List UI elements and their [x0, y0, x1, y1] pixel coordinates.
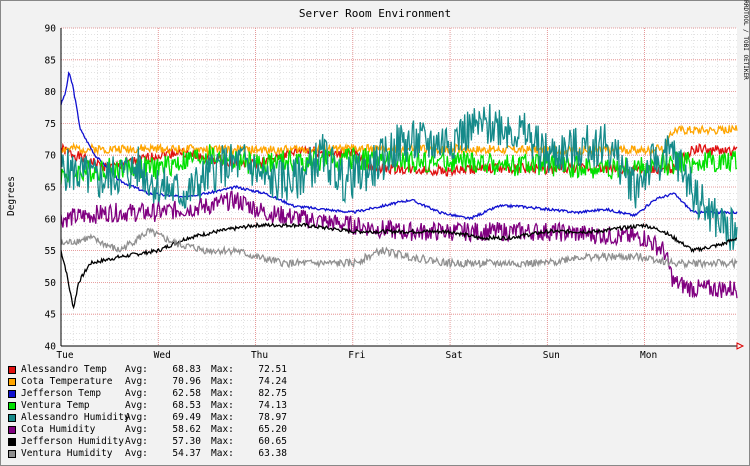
legend-avg-value: 57.30: [172, 436, 201, 447]
legend-swatch: [8, 450, 16, 458]
legend-max-label: Max:: [211, 448, 234, 459]
legend-series-name: Ventura Humidity: [21, 448, 113, 459]
legend-item: Ventura Temp Avg: 68.53 Max: 74.13: [8, 400, 297, 412]
legend-avg-label: Avg:: [125, 364, 148, 375]
y-tick-label: 70: [45, 151, 57, 162]
chart-title: Server Room Environment: [299, 7, 451, 20]
legend-max-value: 60.65: [258, 436, 287, 447]
x-tick-label: Sun: [543, 350, 560, 361]
legend-item: Jefferson Humidity Avg: 57.30 Max: 60.65: [8, 436, 297, 448]
x-tick-label: Sat: [445, 350, 462, 361]
legend-series-name: Jefferson Humidity: [21, 436, 124, 447]
legend-swatch: [8, 390, 16, 398]
y-tick-label: 80: [45, 87, 57, 98]
y-tick-label: 60: [45, 214, 57, 225]
y-tick-label: 40: [45, 342, 57, 353]
series-line: [60, 221, 738, 310]
legend-item: Cota Humidity Avg: 58.62 Max: 65.20: [8, 424, 297, 436]
legend-avg-value: 68.83: [172, 364, 201, 375]
legend-swatch: [8, 414, 16, 422]
legend-max-value: 65.20: [258, 424, 287, 435]
legend-series-name: Cota Humidity: [21, 424, 96, 435]
legend-series-name: Ventura Temp: [21, 400, 90, 411]
series-line: [60, 103, 738, 251]
legend-avg-label: Avg:: [125, 412, 148, 423]
x-axis-arrow: [736, 342, 745, 350]
legend-series-name: Cota Temperature: [21, 376, 113, 387]
series-line: [60, 227, 738, 270]
series-lines: [60, 71, 738, 310]
legend-avg-label: Avg:: [125, 376, 148, 387]
x-tick-label: Mon: [640, 350, 657, 361]
y-tick-label: 85: [45, 55, 56, 66]
legend-max-value: 74.13: [258, 400, 287, 411]
legend-item: Ventura Humidity Avg: 54.37 Max: 63.38: [8, 448, 297, 460]
legend-max-label: Max:: [211, 376, 234, 387]
legend-item: Alessandro Humidity Avg: 69.49 Max: 78.97: [8, 412, 297, 424]
legend-max-value: 82.75: [258, 388, 287, 399]
legend-avg-value: 62.58: [172, 388, 201, 399]
legend-max-label: Max:: [211, 364, 234, 375]
legend-max-value: 63.38: [258, 448, 287, 459]
legend-swatch: [8, 402, 16, 410]
legend-swatch: [8, 366, 16, 374]
legend-avg-value: 68.53: [172, 400, 201, 411]
y-tick-label: 75: [45, 119, 56, 130]
watermark: RRDTOOL / TOBI OETIKER: [742, 0, 749, 80]
legend-series-name: Alessandro Humidity: [21, 412, 130, 423]
series-line: [60, 190, 738, 299]
legend-max-value: 78.97: [258, 412, 287, 423]
y-tick-label: 65: [45, 183, 56, 194]
legend-series-name: Alessandro Temp: [21, 364, 107, 375]
x-tick-label: Tue: [56, 350, 73, 361]
x-tick-label: Thu: [251, 350, 268, 361]
legend-avg-value: 54.37: [172, 448, 201, 459]
legend-avg-label: Avg:: [125, 400, 148, 411]
legend-max-label: Max:: [211, 400, 234, 411]
y-tick-label: 50: [45, 278, 57, 289]
legend-avg-value: 58.62: [172, 424, 201, 435]
legend-avg-value: 70.96: [172, 376, 201, 387]
legend-max-value: 74.24: [258, 376, 287, 387]
legend-max-label: Max:: [211, 436, 234, 447]
y-tick-label: 90: [45, 24, 57, 35]
legend: Alessandro Temp Avg: 68.83 Max: 72.51 Cota Te…: [8, 364, 297, 460]
y-tick-label: 45: [45, 310, 56, 321]
legend-avg-label: Avg:: [125, 436, 148, 447]
legend-swatch: [8, 438, 16, 446]
legend-swatch: [8, 426, 16, 434]
legend-max-label: Max:: [211, 424, 234, 435]
axes: 40 45 50 55 60 65 70 75 80 85 90 Tue Wed Thu Fri Sat Sun…: [45, 24, 745, 361]
legend-max-label: Max:: [211, 412, 234, 423]
y-tick-label: 55: [45, 246, 56, 257]
legend-avg-value: 69.49: [172, 412, 201, 423]
legend-avg-label: Avg:: [125, 424, 148, 435]
legend-item: Cota Temperature Avg: 70.96 Max: 74.24: [8, 376, 297, 388]
x-tick-label: Wed: [154, 350, 171, 361]
legend-max-label: Max:: [211, 388, 234, 399]
legend-series-name: Jefferson Temp: [21, 388, 102, 399]
legend-avg-label: Avg:: [125, 388, 148, 399]
legend-max-value: 72.51: [258, 364, 287, 375]
legend-item: Jefferson Temp Avg: 62.58 Max: 82.75: [8, 388, 297, 400]
y-axis-label: Degrees: [6, 176, 17, 216]
x-tick-label: Fri: [348, 350, 365, 361]
legend-swatch: [8, 378, 16, 386]
legend-avg-label: Avg:: [125, 448, 148, 459]
legend-item: Alessandro Temp Avg: 68.83 Max: 72.51: [8, 364, 297, 376]
